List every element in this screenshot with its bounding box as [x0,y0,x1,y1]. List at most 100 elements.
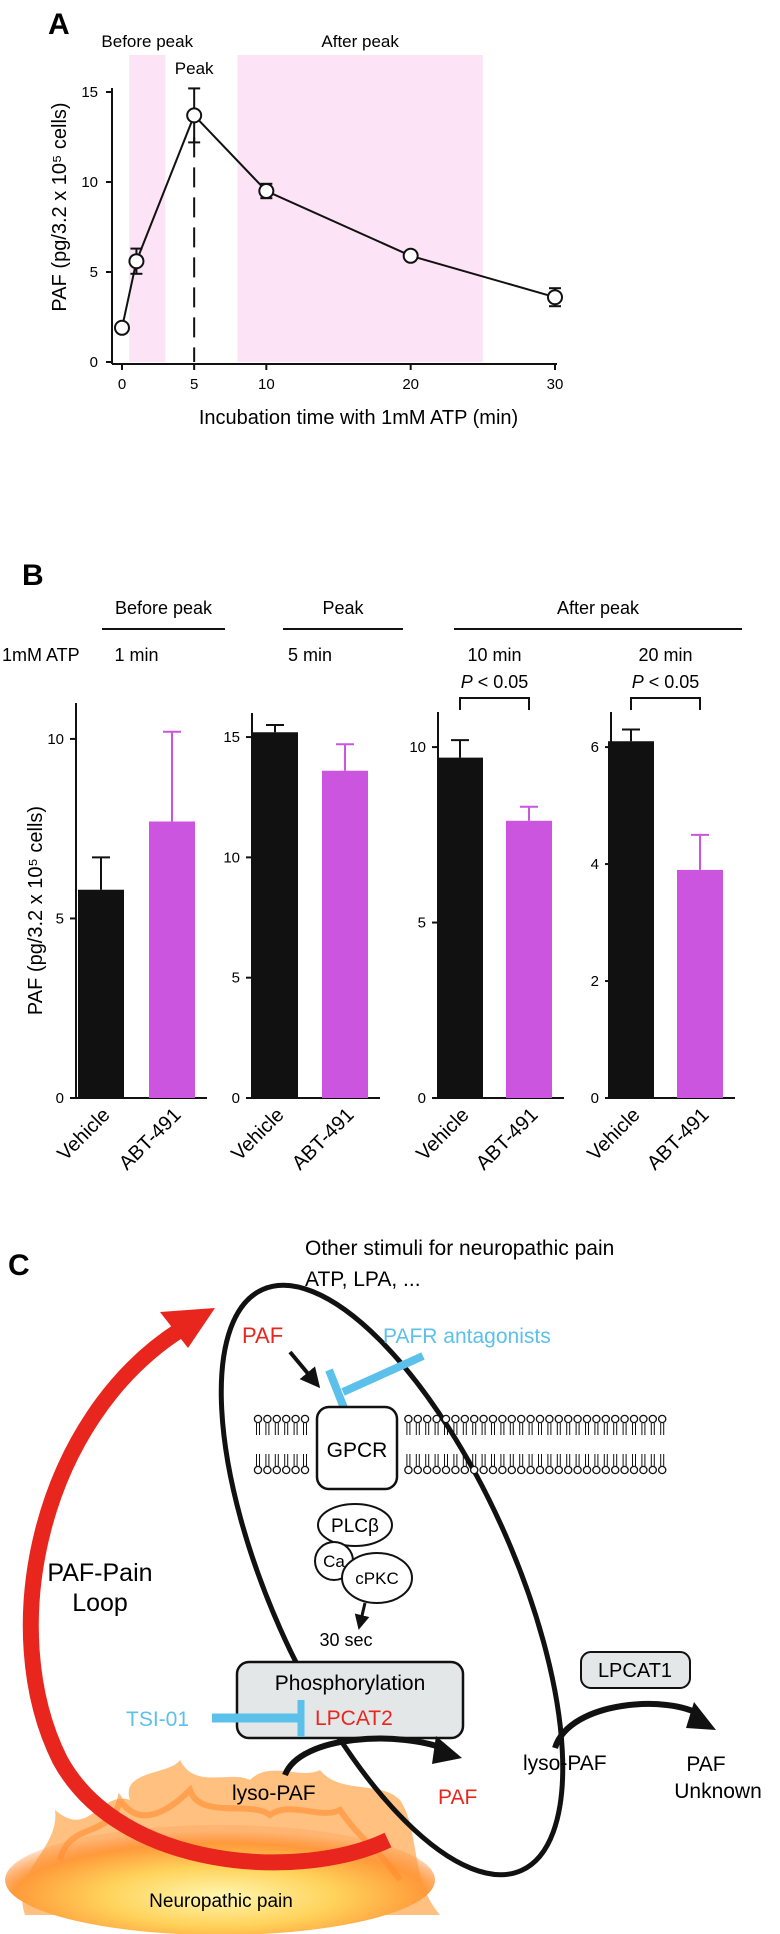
lipid-head-top-27 [507,1414,517,1424]
y-tick-label-3-1: 2 [591,973,599,990]
lipid-tail-bottom-5 [303,1454,307,1466]
data-point-1 [128,253,145,270]
lipid-head-bottom-23 [469,1465,479,1475]
y-tick-label-2-2: 10 [409,739,426,756]
y-axis-label: PAF (pg/3.2 x 10⁵ cells) [25,806,47,1015]
lipid-tail-bottom-17 [415,1454,420,1466]
bar-2-1 [506,820,552,1098]
data-point-4 [402,247,419,264]
lipid-tail-top-25 [491,1423,495,1435]
y-axis-label: PAF (pg/3.2 x 10⁵ cells) [49,102,71,311]
x-tick-label-2: 10 [258,376,275,393]
lipid-tail-bottom-28 [519,1454,524,1466]
lipid-head-bottom-18 [422,1465,432,1475]
diagram-c: Neuropathic pain PAF-Pain Loop Other sti… [5,1237,762,1934]
loop-label-line2: Loop [72,1589,128,1617]
bar-3-0 [608,741,654,1098]
category-label-2-0: Vehicle [412,1104,473,1165]
lipid-tail-bottom-41 [641,1454,646,1466]
x-tick-label-0: 0 [118,376,126,393]
lipid-tail-bottom-34 [575,1454,580,1466]
cell-ellipse [218,1282,566,1878]
chart-a: Before peak After peak Peak 0 5 10 15 0 5 10 20 30 I… [49,32,563,429]
gpcr-box [315,1405,399,1491]
paf-bottom-label: PAF [438,1786,477,1809]
lipid-head-bottom-19 [432,1465,441,1475]
data-point-2 [186,107,203,124]
lipid-head-top-37 [601,1414,611,1424]
lipid-tail-bottom-4 [293,1454,298,1466]
lipid-head-bottom-41 [639,1465,648,1475]
paf-pain-loop-arrow [22,1323,392,1871]
category-label-3-1: ABT-491 [643,1104,714,1175]
time-label-1: 5 min [288,645,332,665]
bar-1-1 [322,770,368,1098]
lipid-tail-top-36 [594,1423,599,1435]
lipid-head-top-4 [291,1414,300,1424]
lipid-head-top-1 [263,1414,272,1424]
tsi-label: TSI-01 [126,1708,189,1731]
cpkc-arrow [354,1602,370,1630]
lipid-tail-bottom-19 [434,1454,439,1466]
lpcat1-box [580,1651,691,1689]
lipid-tail-bottom-2 [274,1454,279,1466]
category-label-1-0: Vehicle [227,1104,288,1165]
plcb-label: PLCβ [331,1516,379,1537]
lipid-head-top-0 [253,1414,263,1424]
lipid-tail-bottom-3 [284,1454,289,1466]
region-label-1: After peak [321,32,399,51]
bar-2-0 [437,757,483,1098]
lipid-head-top-38 [610,1414,620,1424]
lipid-tail-bottom-36 [594,1454,599,1466]
stimuli-line2: ATP, LPA, ... [305,1268,421,1291]
paf-right-label: PAF [686,1753,725,1776]
lipid-head-top-29 [526,1414,535,1424]
y-tick-label-1-1: 5 [232,970,240,987]
x-tick-label-4: 30 [547,376,564,393]
data-point-0 [114,319,130,336]
lipid-tail-bottom-39 [622,1454,627,1466]
antagonist-inhibit-bar [325,1368,348,1410]
lipid-tail-bottom-22 [462,1454,467,1466]
phase-label-2: After peak [557,598,640,618]
lipid-head-top-5 [300,1414,310,1424]
stimuli-line1: Other stimuli for neuropathic pain [305,1237,614,1260]
lipid-tail-bottom-21 [453,1454,458,1466]
series-line [121,113,556,329]
category-label-0-1: ABT-491 [115,1104,186,1175]
y-tick-label-0-1: 5 [56,910,64,927]
lipid-head-top-32 [554,1414,564,1424]
y-tick-label-0: 0 [90,354,98,371]
lipid-head-top-18 [422,1414,432,1424]
category-label-1-1: ABT-491 [288,1104,359,1175]
lipid-tail-top-39 [622,1423,627,1435]
lipid-tail-top-33 [566,1423,571,1435]
y-tick-label-2: 10 [81,174,98,191]
paf-to-gpcr-arrow [288,1350,321,1389]
lipid-tail-bottom-20 [444,1454,448,1466]
lipid-head-top-21 [451,1414,460,1424]
lipid-tail-bottom-43 [660,1454,665,1466]
bar-0-0 [78,889,124,1098]
lipid-head-top-34 [573,1414,582,1424]
lipid-tail-top-28 [519,1423,524,1435]
lipid-head-bottom-24 [479,1465,488,1475]
lipid-head-top-36 [592,1414,601,1424]
lipid-tail-top-32 [556,1423,561,1435]
y-tick-label-3-2: 4 [591,856,599,873]
y-tick-label-1-0: 0 [232,1090,240,1107]
y-tick-label-1-2: 10 [223,849,240,866]
lpcat2-reaction-arrow [282,1735,450,1777]
lipid-head-bottom-4 [291,1465,300,1475]
plcb-ellipse [317,1503,393,1547]
lipid-tail-top-42 [650,1423,655,1435]
lipid-head-top-20 [441,1414,451,1424]
lipid-tail-top-38 [613,1423,618,1435]
lipid-head-bottom-2 [272,1465,282,1475]
timing-label: 30 sec [319,1630,372,1650]
lipid-head-bottom-22 [460,1465,470,1475]
lipid-tail-bottom-0 [256,1454,260,1466]
lipid-tail-bottom-27 [509,1454,514,1466]
lipid-tail-top-5 [303,1423,307,1435]
